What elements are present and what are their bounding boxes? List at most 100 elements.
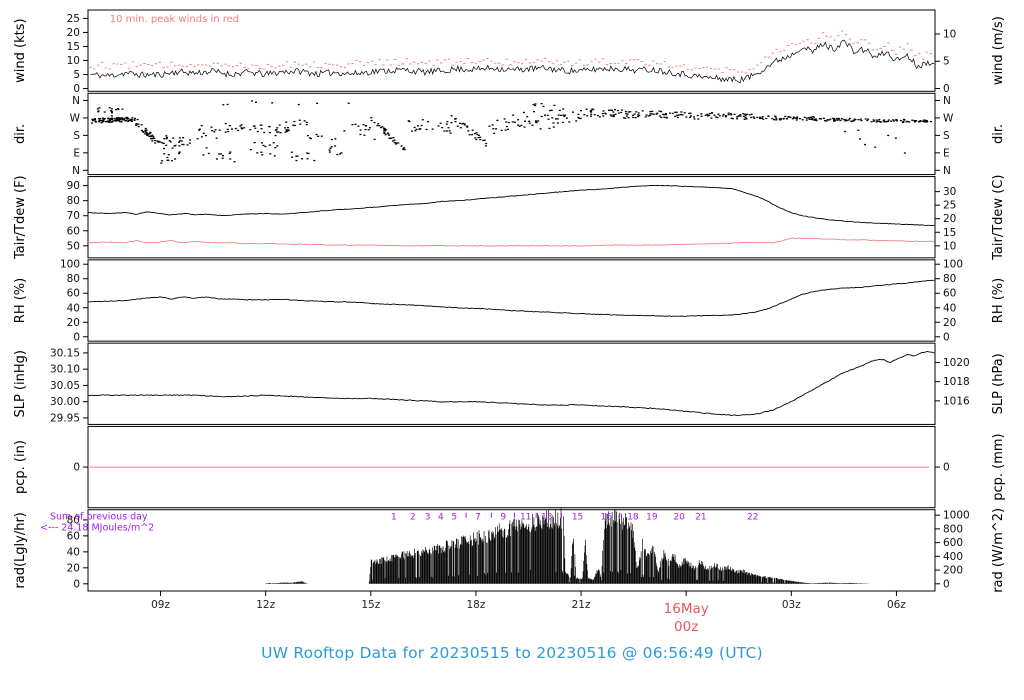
svg-text:10 min. peak winds in red: 10 min. peak winds in red [110,14,239,25]
svg-text:wind (m/s): wind (m/s) [991,16,1006,85]
svg-text:0: 0 [73,331,80,343]
svg-text:25: 25 [67,13,80,25]
svg-text:1016: 1016 [943,395,970,407]
svg-text:7: 7 [475,513,481,523]
svg-text:60: 60 [67,288,80,300]
svg-text:9: 9 [500,513,506,523]
svg-text:E: E [73,147,80,159]
svg-text:50: 50 [67,240,80,252]
svg-text:400: 400 [943,551,963,563]
svg-text:W: W [943,112,954,124]
svg-text:<--- 24.18 MJoules/m^2: <--- 24.18 MJoules/m^2 [40,523,154,534]
svg-text:20: 20 [67,317,80,329]
svg-text:25: 25 [943,200,956,212]
svg-text:200: 200 [943,565,963,577]
svg-text:10: 10 [943,28,956,40]
svg-text:4: 4 [438,513,444,523]
svg-text:100: 100 [943,259,963,271]
svg-text:40: 40 [67,546,80,558]
svg-text:0: 0 [73,578,80,590]
svg-text:20: 20 [67,27,80,39]
svg-text:pcp. (in): pcp. (in) [13,440,28,494]
svg-text:20: 20 [67,562,80,574]
svg-text:S: S [73,130,80,142]
svg-text:80: 80 [67,195,80,207]
svg-text:N: N [72,165,80,177]
svg-text:5: 5 [943,56,950,68]
svg-text:09z: 09z [151,599,170,611]
svg-text:15: 15 [572,513,583,523]
svg-text:03z: 03z [782,599,801,611]
svg-text:12z: 12z [256,599,275,611]
svg-text:0: 0 [943,83,950,95]
svg-text:60: 60 [67,225,80,237]
svg-text:dir.: dir. [13,124,28,144]
svg-text:S: S [943,130,950,142]
svg-text:30: 30 [943,186,956,198]
svg-text:dir.: dir. [991,124,1006,144]
svg-text:W: W [70,112,81,124]
svg-text:10: 10 [67,55,80,67]
chart-title: UW Rooftop Data for 20230515 to 20230516… [261,644,763,662]
svg-text:18: 18 [627,513,639,523]
svg-text:80: 80 [943,273,956,285]
svg-text:60: 60 [67,530,80,542]
svg-text:15: 15 [67,41,80,53]
svg-text:30.15: 30.15 [50,347,80,359]
svg-text:5: 5 [451,513,457,523]
svg-text:0: 0 [73,462,80,474]
svg-text:16: 16 [601,513,613,523]
svg-text:rad(Lgly/hr): rad(Lgly/hr) [13,512,28,588]
svg-text:2: 2 [410,513,416,523]
svg-text:40: 40 [67,302,80,314]
svg-text:Tair/Tdew (F): Tair/Tdew (F) [13,175,28,260]
svg-text:1018: 1018 [943,376,970,388]
svg-text:40: 40 [943,302,956,314]
svg-text:20: 20 [943,213,956,225]
svg-text:pcp. (mm): pcp. (mm) [991,433,1006,500]
svg-text:22: 22 [747,513,758,523]
svg-text:rad (W/m^2): rad (W/m^2) [991,508,1006,593]
svg-text:wind (kts): wind (kts) [13,18,28,82]
svg-text:E: E [943,147,950,159]
svg-text:15z: 15z [361,599,380,611]
svg-text:1020: 1020 [943,357,970,369]
svg-text:800: 800 [943,523,963,535]
svg-text:11: 11 [520,513,531,523]
svg-text:N: N [72,95,80,107]
svg-text:30.10: 30.10 [50,364,80,376]
svg-text:0: 0 [943,578,950,590]
svg-text:0: 0 [943,331,950,343]
svg-text:1: 1 [391,513,397,523]
svg-text:SLP (hPa): SLP (hPa) [991,353,1006,414]
svg-text:Sum of previous day: Sum of previous day [50,512,148,523]
svg-text:1000: 1000 [943,510,970,522]
svg-text:10: 10 [943,240,956,252]
svg-text:19: 19 [646,513,658,523]
svg-text:60: 60 [943,288,956,300]
svg-text:21: 21 [695,513,706,523]
svg-text:600: 600 [943,537,963,549]
svg-text:30.05: 30.05 [50,380,80,392]
svg-text:18z: 18z [466,599,485,611]
svg-text:30.00: 30.00 [50,396,80,408]
svg-text:80: 80 [67,273,80,285]
svg-text:3: 3 [425,513,431,523]
svg-text:0: 0 [943,462,950,474]
svg-text:16May: 16May [664,601,709,617]
svg-text:15: 15 [943,227,956,239]
svg-text:5: 5 [73,69,80,81]
svg-text:SLP (inHg): SLP (inHg) [13,350,28,418]
svg-text:20: 20 [673,513,685,523]
svg-text:00z: 00z [674,619,698,635]
svg-text:20: 20 [943,317,956,329]
svg-text:RH (%): RH (%) [13,278,28,323]
svg-text:90: 90 [67,180,80,192]
svg-text:70: 70 [67,210,80,222]
svg-text:80: 80 [67,514,80,526]
svg-text:Tair/Tdew (C): Tair/Tdew (C) [991,175,1006,261]
svg-text:N: N [943,165,951,177]
svg-text:N: N [943,95,951,107]
